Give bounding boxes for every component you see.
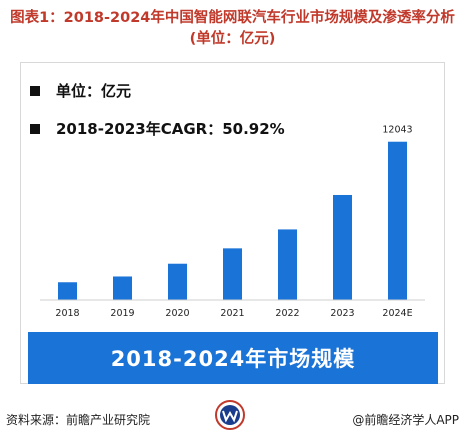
bar-2022 xyxy=(278,229,297,300)
bar-2020 xyxy=(168,263,187,300)
bar-2018 xyxy=(58,282,77,300)
bar-2023 xyxy=(333,194,352,300)
legend-square-icon xyxy=(30,85,40,96)
cagr-label: 2018-2023年CAGR：50.92% xyxy=(56,120,285,138)
bar-2019 xyxy=(113,276,132,300)
x-tick-label: 2020 xyxy=(165,308,189,319)
x-tick-label: 2019 xyxy=(110,308,134,319)
figure-title: 图表1：2018-2024年中国智能网联汽车行业市场规模及渗透率分析(单位：亿元… xyxy=(10,10,455,47)
chart-frame xyxy=(20,62,445,384)
bar-2021 xyxy=(223,248,242,300)
x-tick-label: 2021 xyxy=(220,308,244,319)
legend-cagr: 2018-2023年CAGR：50.92% xyxy=(30,118,285,139)
legend-square-icon xyxy=(30,123,40,134)
x-tick-label: 2018 xyxy=(55,308,79,319)
x-tick-label: 2023 xyxy=(330,308,354,319)
brand-logo-icon xyxy=(215,400,245,430)
data-label: 12043 xyxy=(382,125,412,136)
bar-2024E xyxy=(388,141,407,300)
source-note: 资料来源：前瞻产业研究院 xyxy=(6,413,151,427)
legend-unit: 单位：亿元 xyxy=(30,80,131,101)
chart-banner: 2018-2024年市场规模 xyxy=(28,332,438,384)
x-tick-label: 2024E xyxy=(382,308,412,319)
credit-note: @前瞻经济学人APP xyxy=(352,413,459,427)
x-tick-label: 2022 xyxy=(275,308,299,319)
unit-label: 单位：亿元 xyxy=(56,82,132,100)
